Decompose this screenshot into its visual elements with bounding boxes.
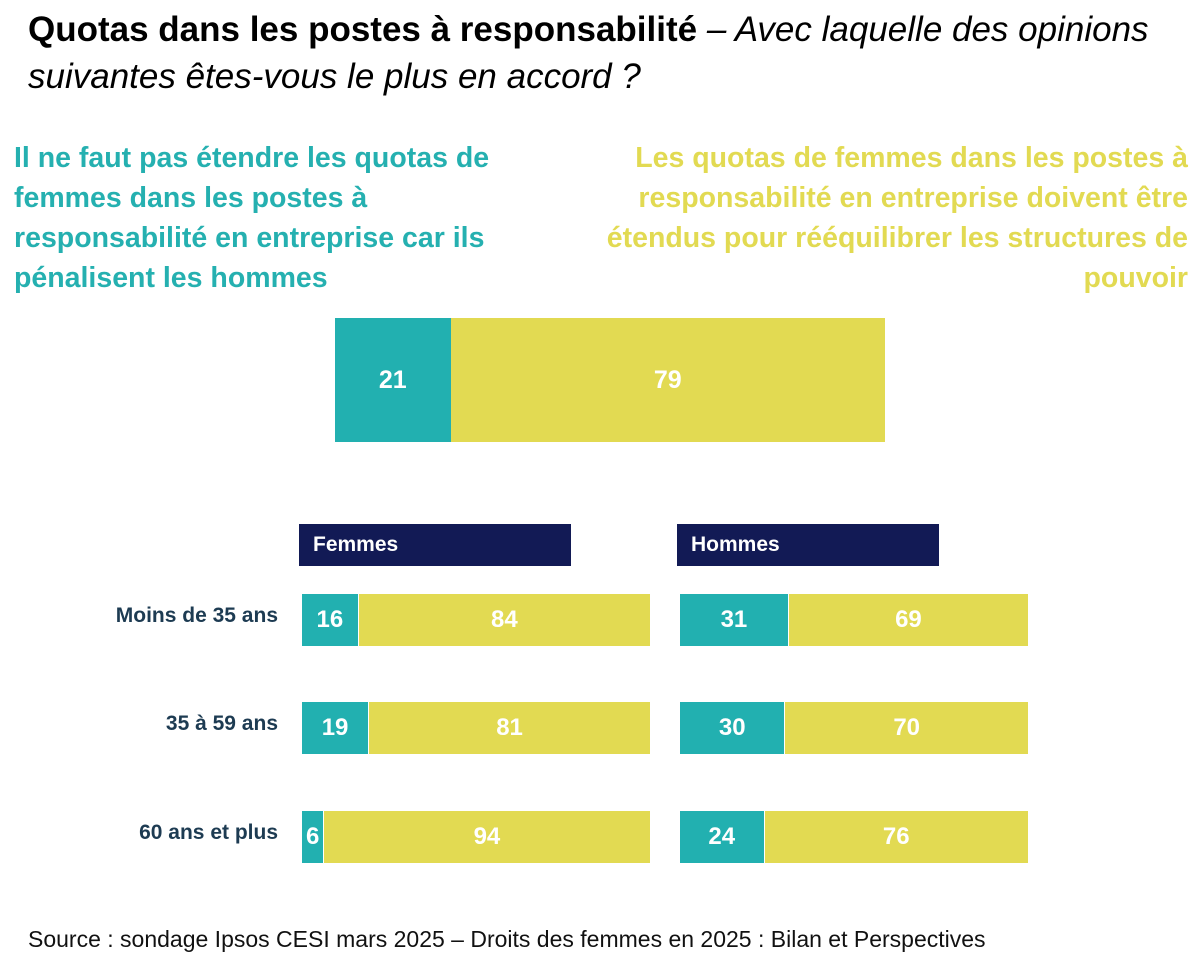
source-note: Source : sondage Ipsos CESI mars 2025 – … (28, 926, 986, 952)
bar-femmes-1-right-segment: 81 (369, 702, 650, 754)
overall-bar-left-segment: 21 (335, 318, 451, 442)
title-question: – Avec laquelle des opinions suivantes ê… (28, 10, 1149, 96)
bar-hommes-1-left-segment: 30 (680, 702, 785, 754)
bar-hommes-2-left-segment: 24 (680, 811, 764, 863)
bar-femmes-0-left-segment: 16 (302, 594, 358, 646)
category-label: Moins de 35 ans (115, 604, 278, 627)
category-label: 35 à 59 ans (165, 712, 278, 735)
bar-hommes-2-right-segment: 76 (764, 811, 1028, 863)
chart-title: Quotas dans les postes à responsabilité … (28, 6, 1178, 100)
bar-hommes-1-right-segment: 70 (785, 702, 1028, 754)
bar-femmes-2-right-segment: 94 (323, 811, 650, 863)
opinion-right-legend: Les quotas de femmes dans les postes à r… (606, 142, 1188, 294)
category-label: 60 ans et plus (139, 821, 278, 844)
bar-femmes-1-left-segment: 19 (302, 702, 369, 754)
opinion-left-legend: Il ne faut pas étendre les quotas de fem… (14, 142, 490, 294)
bar-femmes-2-left-segment: 6 (302, 811, 323, 863)
bar-hommes-0-left-segment: 31 (680, 594, 788, 646)
title-main: Quotas dans les postes à responsabilité (28, 10, 698, 49)
bar-femmes-0-right-segment: 84 (358, 594, 650, 646)
panel-header-hommes: Hommes (677, 524, 939, 566)
bar-hommes-0-right-segment: 69 (788, 594, 1028, 646)
overall-bar-right-segment: 79 (450, 318, 885, 442)
panel-header-femmes: Femmes (299, 524, 571, 566)
